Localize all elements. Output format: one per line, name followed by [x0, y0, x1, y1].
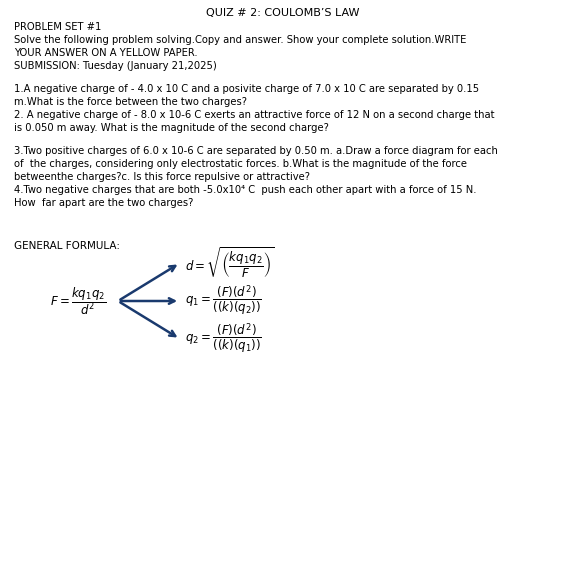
Text: $q_2 = \dfrac{(F)(d^2)}{((k)(q_1))}$: $q_2 = \dfrac{(F)(d^2)}{((k)(q_1))}$: [185, 322, 262, 356]
Text: m.What is the force between the two charges?: m.What is the force between the two char…: [14, 97, 247, 107]
Text: PROBLEM SET #1: PROBLEM SET #1: [14, 22, 101, 32]
Text: $q_1 = \dfrac{(F)(d^2)}{((k)(q_2))}$: $q_1 = \dfrac{(F)(d^2)}{((k)(q_2))}$: [185, 284, 262, 318]
Text: Solve the following problem solving.Copy and answer. Show your complete solution: Solve the following problem solving.Copy…: [14, 35, 466, 45]
Text: is 0.050 m away. What is the magnitude of the second charge?: is 0.050 m away. What is the magnitude o…: [14, 123, 329, 133]
Text: of  the charges, considering only electrostatic forces. b.What is the magnitude : of the charges, considering only electro…: [14, 159, 467, 169]
Text: 3.Two positive charges of 6.0 x 10-6 C are separated by 0.50 m. a.Draw a force d: 3.Two positive charges of 6.0 x 10-6 C a…: [14, 146, 498, 156]
Text: $d = \sqrt{\left(\dfrac{kq_1q_2}{F}\right)}$: $d = \sqrt{\left(\dfrac{kq_1q_2}{F}\righ…: [185, 246, 275, 280]
Text: GENERAL FORMULA:: GENERAL FORMULA:: [14, 241, 120, 251]
Text: 2. A negative charge of - 8.0 x 10-6 C exerts an attractive force of 12 N on a s: 2. A negative charge of - 8.0 x 10-6 C e…: [14, 110, 494, 120]
Text: 1.A negative charge of - 4.0 x 10 C and a posivite charge of 7.0 x 10 C are sepa: 1.A negative charge of - 4.0 x 10 C and …: [14, 84, 479, 94]
Text: $F = \dfrac{kq_1q_2}{d^2}$: $F = \dfrac{kq_1q_2}{d^2}$: [50, 285, 106, 317]
Text: 4.Two negative charges that are both -5.0x10⁴ C  push each other apart with a fo: 4.Two negative charges that are both -5.…: [14, 185, 476, 195]
Text: YOUR ANSWER ON A YELLOW PAPER.: YOUR ANSWER ON A YELLOW PAPER.: [14, 48, 198, 58]
Text: How  far apart are the two charges?: How far apart are the two charges?: [14, 198, 193, 208]
Text: SUBMISSION: Tuesday (January 21,2025): SUBMISSION: Tuesday (January 21,2025): [14, 61, 217, 71]
Text: betweenthe charges?c. Is this force repulsive or attractive?: betweenthe charges?c. Is this force repu…: [14, 172, 310, 182]
Text: QUIZ # 2: COULOMB’S LAW: QUIZ # 2: COULOMB’S LAW: [206, 8, 360, 18]
